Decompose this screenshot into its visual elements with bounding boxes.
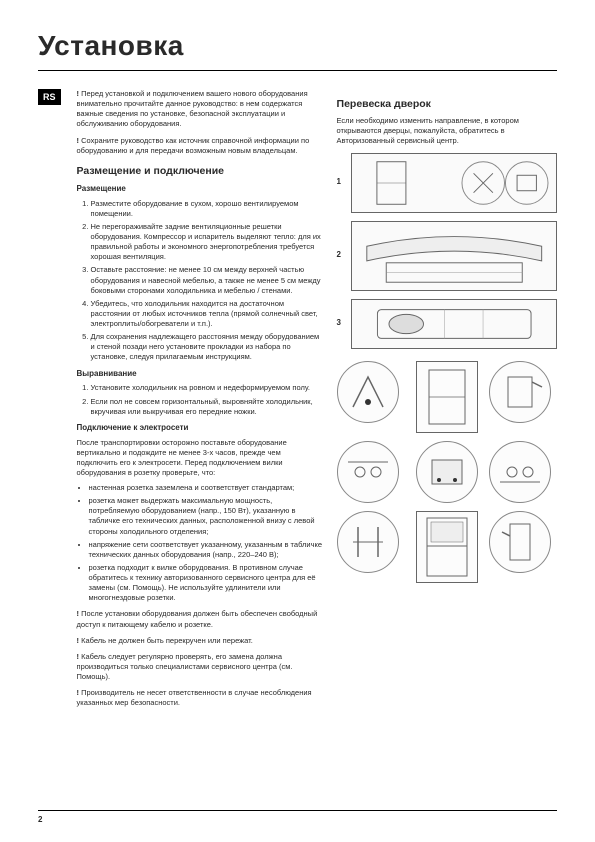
diagram-illustration (351, 221, 557, 291)
footer-rule (38, 810, 557, 811)
diagram-circle (489, 441, 551, 503)
list-item: Разместите оборудование в сухом, хорошо … (91, 199, 323, 219)
subsection-heading: Выравнивание (77, 369, 323, 380)
list-item: Оставьте расстояние: не менее 10 см межд… (91, 265, 323, 295)
list-item: Установите холодильник на ровном и недеф… (91, 383, 323, 393)
language-badge: RS (38, 89, 61, 105)
list-item: напряжение сети соответствует указанному… (89, 540, 323, 560)
warning-text: Производитель не несет ответственности в… (77, 688, 323, 708)
diagram-number: 3 (337, 318, 345, 329)
list-item: Для сохранения надлежащего расстояния ме… (91, 332, 323, 362)
section-heading: Перевеска дверок (337, 97, 557, 111)
placement-list: Разместите оборудование в сухом, хорошо … (77, 199, 323, 363)
warning-text: После установки оборудования должен быть… (77, 609, 323, 629)
diagram-area: 1 2 (337, 153, 557, 583)
warning-text: Сохраните руководство как источник справ… (77, 136, 323, 156)
diagram-circle (337, 511, 399, 573)
diagram-rect (416, 361, 478, 433)
electrical-list: настенная розетка заземлена и соответств… (77, 483, 323, 603)
diagram-circle (489, 361, 551, 423)
diagram-illustration (351, 153, 557, 213)
left-column: Перед установкой и подключением вашего н… (77, 89, 323, 714)
diagram-number: 2 (337, 250, 345, 261)
diagram-circle (337, 361, 399, 423)
list-item: Убедитесь, что холодильник находится на … (91, 299, 323, 329)
page-number: 2 (38, 815, 557, 824)
diagram-rect (416, 511, 478, 583)
diagram-row: 1 (337, 153, 557, 213)
warning-text: Кабель не должен быть перекручен или пер… (77, 636, 323, 646)
paragraph: После транспортировки осторожно поставьт… (77, 438, 323, 479)
page-title: Установка (38, 30, 557, 62)
diagram-circle (337, 441, 399, 503)
content-area: RS Перед установкой и подключением вашег… (38, 89, 557, 714)
title-rule (38, 70, 557, 71)
diagram-row: 2 (337, 221, 557, 291)
diagram-illustration (351, 299, 557, 349)
warning-text: Перед установкой и подключением вашего н… (77, 89, 323, 130)
list-item: розетка может выдержать максимальную мощ… (89, 496, 323, 537)
warning-text: Кабель следует регулярно проверять, его … (77, 652, 323, 682)
section-heading: Размещение и подключение (77, 164, 323, 178)
diagram-circle (489, 511, 551, 573)
diagram-row: 3 (337, 299, 557, 349)
list-item: розетка подходит к вилке оборудования. В… (89, 563, 323, 604)
subsection-heading: Размещение (77, 184, 323, 195)
page-footer: 2 (38, 810, 557, 824)
leveling-list: Установите холодильник на ровном и недеф… (77, 383, 323, 416)
diagram-circle (416, 441, 478, 503)
diagram-number: 1 (337, 177, 345, 188)
list-item: настенная розетка заземлена и соответств… (89, 483, 323, 493)
right-column: Перевеска дверок Если необходимо изменит… (337, 89, 557, 714)
columns: Перед установкой и подключением вашего н… (77, 89, 557, 714)
paragraph: Если необходимо изменить направление, в … (337, 116, 557, 146)
list-item: Если пол не совсем горизонтальный, выров… (91, 397, 323, 417)
circle-diagram-grid (337, 361, 557, 583)
subsection-heading: Подключение к электросети (77, 423, 323, 434)
list-item: Не перегораживайте задние вентиляционные… (91, 222, 323, 263)
